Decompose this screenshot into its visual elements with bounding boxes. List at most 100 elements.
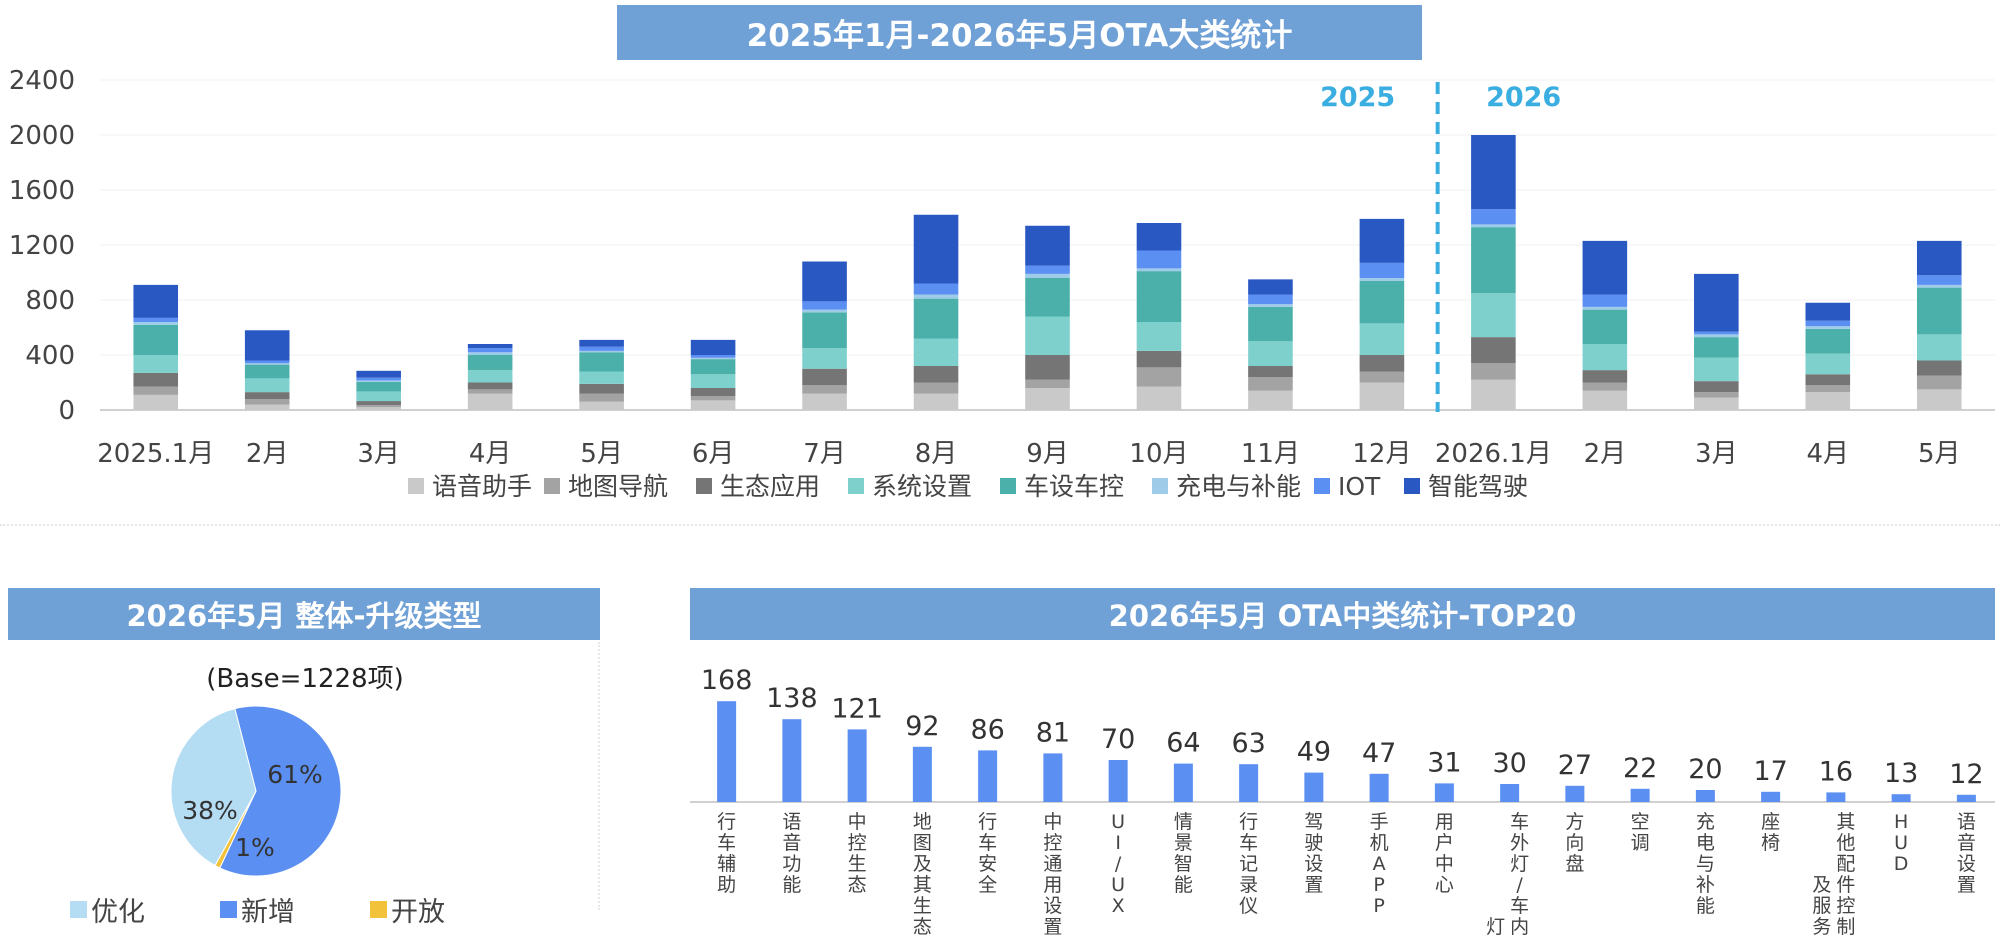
bar-segment [913,338,959,366]
bar-segment [1694,273,1739,332]
y-tick-label: 0 [58,396,75,426]
bar [978,750,998,802]
bar-segment [579,346,624,351]
bar [1695,790,1715,802]
bar-segment [467,344,513,349]
legend-label: 地图导航 [568,472,668,501]
bar [1956,794,1976,802]
bar [912,746,932,802]
bar-segment [133,317,179,322]
x-category-label: 其他配件控制及服务 [1812,811,1855,938]
bar-value-label: 13 [1884,758,1918,789]
y-tick-label: 1200 [9,231,75,261]
bar-segment [690,357,736,360]
bar [1239,764,1259,802]
x-category-label: 用户中心 [1435,811,1454,896]
y-tick-label: 800 [25,286,75,316]
bar-segment [1136,350,1182,368]
bar-segment [1694,334,1739,338]
bar-segment [1805,392,1851,410]
bar-segment [467,355,513,371]
stacked-legend: 语音助手 地图导航 生态应用 系统设置 车设车控 充电与补能 IOT 智能驾驶 [408,472,1528,501]
bar [1630,788,1650,802]
bar-segment [1805,374,1851,386]
bar-segment [356,407,401,410]
bar-segment [1916,240,1962,276]
y-tick-label: 2000 [9,121,75,151]
pie-legend-item: 新增 [220,890,295,929]
bar-segment [690,400,736,410]
legend-swatch [1152,478,1168,494]
bar [1434,783,1454,802]
bar-segment [1248,294,1293,305]
bar-segment [579,352,624,372]
bar-segment [579,393,624,402]
x-category-label: 中控生态 [848,811,867,896]
x-category-label: 座椅 [1761,811,1780,854]
bar-segment [1694,357,1739,382]
bar-segment [356,370,401,378]
bar-segment [1136,250,1182,269]
bar [1369,773,1389,802]
pie-legend-label: 新增 [241,897,295,928]
bar-segment [244,378,290,393]
bar-segment [1582,344,1628,371]
year-label-2025: 2025 [1320,82,1395,113]
top20-bar-chart: 168 行车辅助 138 语音功能 121 中控生态 92 地图及其生态 86 行车安全 81 中控通… [690,665,1995,938]
x-category-label: 行车安全 [978,811,997,896]
x-tick-label: 2026.1月 [1435,439,1552,469]
bar-segment [1582,306,1628,310]
bar-segment [1025,388,1070,410]
bar-segment [356,377,401,381]
bar-segment [1136,271,1182,322]
bar-segment [244,404,290,410]
pie-slice-label: 61% [267,760,323,789]
bar-segment [1694,331,1739,335]
bar-segment [1136,386,1182,410]
bar-segment [467,352,513,355]
bar-value-label: 81 [1036,717,1070,748]
bar-value-label: 86 [970,714,1004,745]
x-tick-label: 8月 [915,439,958,469]
bar-segment [1248,377,1293,391]
bar-segment [1136,268,1182,272]
legend-swatch [544,478,560,494]
bar-value-label: 92 [905,711,939,742]
x-category-label: 地图及其生态 [913,811,932,938]
bar-segment [1359,218,1405,263]
legend-label: 车设车控 [1024,472,1124,501]
bar [1565,785,1585,802]
pie-legend-item: 开放 [370,890,445,929]
x-tick-label: 5月 [1918,439,1961,469]
bar-segment [1025,379,1070,388]
bar-segment [1471,224,1516,228]
bar-segment [1694,392,1739,398]
bar-segment [1916,389,1962,410]
bar-segment [1916,360,1962,376]
legend-label: 生态应用 [720,472,820,501]
pie-legend-item: 优化 [70,890,145,929]
bar-segment [1805,302,1851,321]
bar [847,729,867,802]
bar-segment [1359,323,1405,355]
x-category-label: 语音设置 [1957,811,1976,896]
bar-segment [913,393,959,410]
bar-segment [690,388,736,397]
pie-chart: 38% 61% 1% [170,705,342,877]
bar-segment [1359,262,1405,278]
bar [717,701,737,802]
x-category-label: 语音功能 [782,811,801,896]
bar-segment [1694,397,1739,410]
bar-segment [1248,279,1293,295]
bar-value-label: 49 [1297,737,1331,768]
bar-segment [1248,306,1293,342]
x-tick-label: 2025.1月 [97,439,214,469]
x-category-label: 空调 [1631,811,1650,854]
bar-segment [133,386,179,395]
bar-segment [467,382,513,390]
bar-segment [579,383,624,394]
bar-segment [133,394,179,410]
bar-segment [467,370,513,383]
x-category-label: 行车辅助 [717,811,736,896]
